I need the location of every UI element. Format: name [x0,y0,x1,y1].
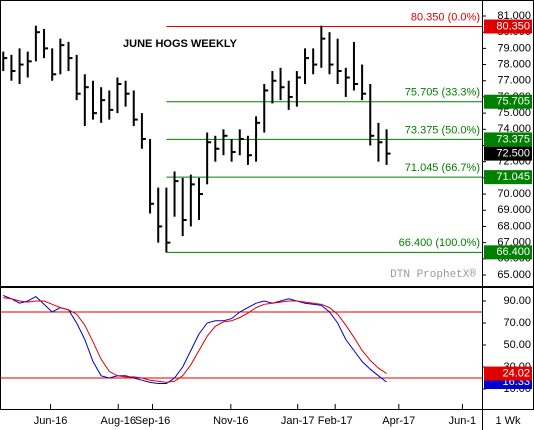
price-tag-label: 75.705 [496,96,530,108]
x-tick-label: Jun-1 [449,415,477,427]
y-tick-label: 78.000 [497,58,531,70]
x-tick-label: Apr-17 [382,415,415,427]
y-tick-label: 75.000 [497,107,531,119]
price-tag [484,146,532,161]
fib-label: 66.400 (100.0%) [399,237,480,249]
y-tick-label: 68.000 [497,220,531,232]
watermark: DTN ProphetX® [390,269,476,281]
x-tick-label: Jun-16 [34,415,68,427]
y-tick-label: 77.000 [497,75,531,87]
y-tick-label: 50.00 [503,339,531,351]
price-tag-label: 80.350 [496,20,530,32]
x-tick-label: Aug-16 [101,415,136,427]
price-tag-label: 71.045 [496,171,530,183]
y-tick-label: 79.000 [497,42,531,54]
y-tick-label: 70.00 [503,317,531,329]
price-tag-label: 66.400 [496,246,530,258]
chart-title: JUNE HOGS WEEKLY [123,38,238,50]
y-tick-label: 90.00 [503,295,531,307]
price-tag [484,19,532,34]
price-tag [484,170,532,185]
fib-label: 75.705 (33.3%) [405,87,480,99]
price-tag [484,245,532,260]
value-tag-label: 24.02 [502,367,530,379]
price-tag-label: 73.375 [496,133,530,145]
price-tag-label: 72.500 [496,148,530,160]
y-tick-label: 70.000 [497,188,531,200]
interval-label: 1 Wk [495,415,521,427]
stochastic-line [3,297,387,383]
y-tick-label: 69.000 [497,204,531,216]
x-tick-label: Sep-16 [135,415,170,427]
x-tick-label: Feb-17 [318,415,353,427]
price-tag [484,94,532,109]
price-tag [484,132,532,147]
fib-label: 80.350 (0.0%) [411,11,480,23]
x-tick-label: Jan-17 [281,415,315,427]
y-tick-label: 65.000 [497,269,531,281]
x-tick-label: Nov-16 [213,415,248,427]
fib-label: 71.045 (66.7%) [405,162,480,174]
y-tick-label: 81.000 [497,10,531,22]
y-tick-label: 74.000 [497,123,531,135]
value-tag [484,366,532,381]
fib-label: 73.375 (50.0%) [405,124,480,136]
